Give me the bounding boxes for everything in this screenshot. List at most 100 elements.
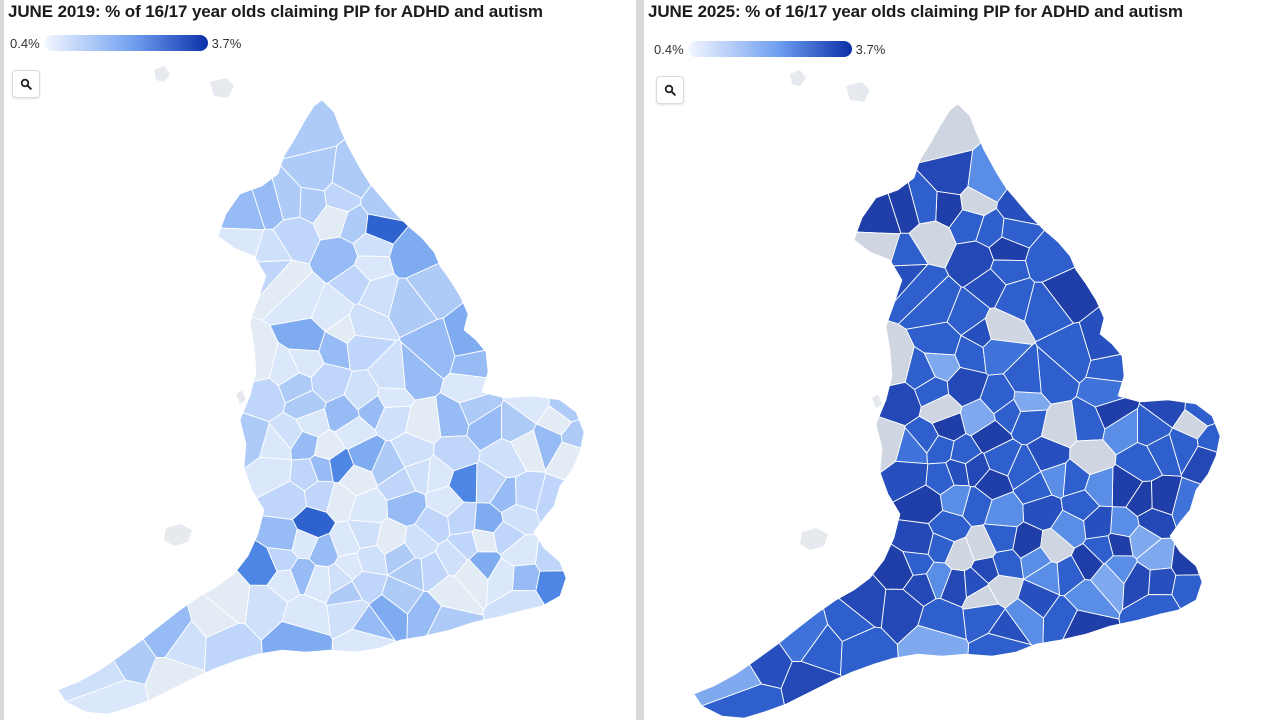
local-authority-region[interactable] <box>398 317 456 380</box>
local-authority-region[interactable] <box>680 469 829 662</box>
local-authority-region[interactable] <box>902 551 935 576</box>
local-authority-region[interactable] <box>1114 442 1164 482</box>
local-authority-region[interactable] <box>1017 578 1061 619</box>
local-authority-region[interactable] <box>328 628 430 720</box>
local-authority-region[interactable] <box>946 286 991 336</box>
local-authority-region[interactable] <box>404 523 440 560</box>
island-region[interactable] <box>800 528 828 550</box>
local-authority-region[interactable] <box>266 547 299 572</box>
local-authority-region[interactable] <box>967 94 1078 203</box>
england-choropleth-map[interactable] <box>644 0 1280 720</box>
local-authority-region[interactable] <box>1083 505 1113 540</box>
local-authority-region[interactable] <box>1170 534 1240 576</box>
local-authority-region[interactable] <box>486 557 515 607</box>
local-authority-region[interactable] <box>993 398 1022 435</box>
local-authority-region[interactable] <box>535 472 604 532</box>
local-authority-region[interactable] <box>303 564 331 604</box>
local-authority-region[interactable] <box>308 236 359 284</box>
local-authority-region[interactable] <box>351 604 397 642</box>
local-authority-region[interactable] <box>44 307 279 396</box>
local-authority-region[interactable] <box>447 501 477 536</box>
local-authority-region[interactable] <box>840 626 903 720</box>
local-authority-region[interactable] <box>944 240 995 288</box>
local-authority-region[interactable] <box>442 192 604 357</box>
local-authority-region[interactable] <box>1147 567 1177 596</box>
local-authority-region[interactable] <box>1034 321 1092 384</box>
island-region[interactable] <box>846 82 870 102</box>
local-authority-region[interactable] <box>996 94 1241 228</box>
local-authority-region[interactable] <box>1025 118 1241 283</box>
local-authority-region[interactable] <box>959 186 998 217</box>
local-authority-region[interactable] <box>923 352 961 382</box>
local-authority-region[interactable] <box>680 224 901 328</box>
map-title: JUNE 2025: % of 16/17 year olds claiming… <box>648 2 1183 21</box>
local-authority-region[interactable] <box>789 94 1039 166</box>
local-authority-region[interactable] <box>680 94 902 235</box>
local-authority-region[interactable] <box>482 590 604 720</box>
local-authority-region[interactable] <box>1122 561 1151 611</box>
local-authority-region[interactable] <box>331 90 442 199</box>
local-authority-region[interactable] <box>534 530 604 572</box>
local-authority-region[interactable] <box>365 213 413 245</box>
local-authority-region[interactable] <box>964 632 1066 720</box>
local-authority-region[interactable] <box>282 389 327 420</box>
local-authority-region[interactable] <box>310 282 355 332</box>
local-authority-region[interactable] <box>1118 594 1240 720</box>
zoom-button[interactable] <box>12 70 40 98</box>
local-authority-region[interactable] <box>918 393 963 424</box>
local-authority-region[interactable] <box>680 385 906 517</box>
island-region[interactable] <box>164 524 192 546</box>
local-authority-region[interactable] <box>44 220 265 324</box>
island-region[interactable] <box>154 66 170 82</box>
local-authority-region[interactable] <box>366 338 406 390</box>
local-authority-region[interactable] <box>376 466 417 501</box>
local-authority-region[interactable] <box>535 569 604 703</box>
local-authority-region[interactable] <box>548 242 604 423</box>
island-region[interactable] <box>872 394 882 408</box>
local-authority-region[interactable] <box>1171 476 1240 536</box>
england-outline <box>57 99 585 715</box>
local-authority-region[interactable] <box>204 622 267 720</box>
local-authority-region[interactable] <box>1171 573 1240 707</box>
island-region[interactable] <box>790 70 806 86</box>
local-authority-region[interactable] <box>965 451 991 488</box>
local-authority-region[interactable] <box>1041 191 1240 324</box>
local-authority-region[interactable] <box>44 465 193 658</box>
local-authority-region[interactable] <box>896 624 969 720</box>
local-authority-region[interactable] <box>357 394 386 431</box>
color-legend: 0.4% 3.7% <box>10 34 241 52</box>
local-authority-region[interactable] <box>511 563 541 592</box>
local-authority-region[interactable] <box>987 608 1033 646</box>
zoom-button[interactable] <box>656 76 684 104</box>
local-authority-region[interactable] <box>405 187 604 320</box>
local-authority-region[interactable] <box>1107 532 1134 557</box>
local-authority-region[interactable] <box>44 498 157 686</box>
local-authority-region[interactable] <box>44 90 266 231</box>
local-authority-region[interactable] <box>1184 246 1240 427</box>
local-authority-region[interactable] <box>287 348 325 378</box>
local-authority-region[interactable] <box>478 438 528 478</box>
local-authority-region[interactable] <box>323 182 362 213</box>
local-authority-region[interactable] <box>680 311 915 400</box>
local-authority-region[interactable] <box>680 502 793 690</box>
local-authority-region[interactable] <box>1078 196 1240 361</box>
island-region[interactable] <box>210 78 234 98</box>
map-panel-2019: JUNE 2019: % of 16/17 year olds claiming… <box>4 0 636 720</box>
local-authority-region[interactable] <box>389 114 605 279</box>
local-authority-region[interactable] <box>329 447 355 484</box>
local-authority-region[interactable] <box>381 574 425 615</box>
island-region[interactable] <box>236 390 246 404</box>
local-authority-region[interactable] <box>1001 217 1049 249</box>
local-authority-region[interactable] <box>44 381 270 513</box>
local-authority-region[interactable] <box>1040 527 1076 564</box>
local-authority-region[interactable] <box>471 528 498 553</box>
local-authority-region[interactable] <box>1012 470 1053 505</box>
england-choropleth-map[interactable] <box>4 0 636 720</box>
local-authority-region[interactable] <box>939 568 967 608</box>
local-authority-region[interactable] <box>153 90 403 162</box>
map-panel-2025: JUNE 2025: % of 16/17 year olds claiming… <box>644 0 1280 720</box>
local-authority-region[interactable] <box>260 620 333 720</box>
local-authority-region[interactable] <box>1002 342 1042 394</box>
local-authority-region[interactable] <box>360 90 605 224</box>
search-icon <box>20 78 32 90</box>
